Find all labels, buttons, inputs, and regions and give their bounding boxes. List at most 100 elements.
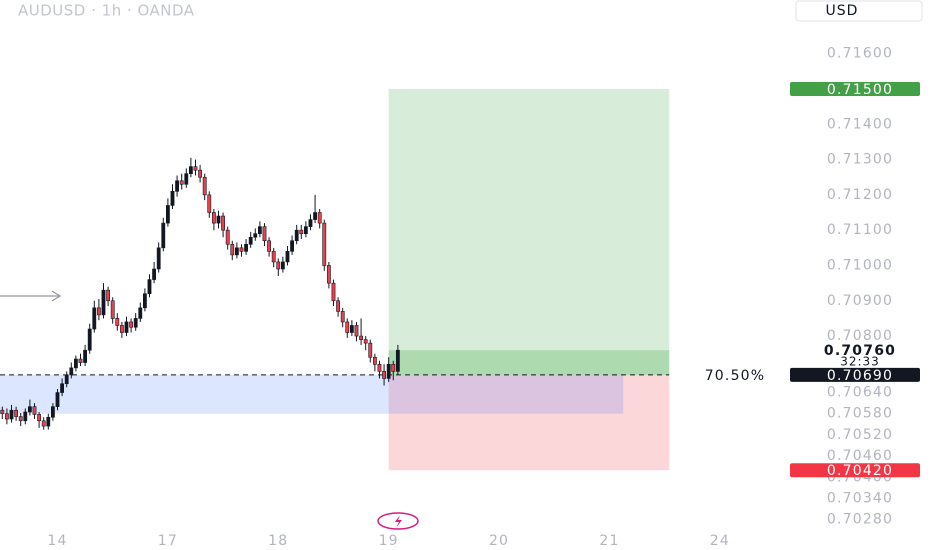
currency-button[interactable] [795, 0, 923, 22]
y-tick-label: 0.71600 [827, 46, 893, 62]
y-tick-label: 0.70460 [827, 448, 893, 464]
candle-body [225, 229, 230, 245]
candle-body [32, 406, 37, 415]
candle-body [106, 289, 110, 302]
progress-zone [388, 350, 670, 375]
candle-body [37, 414, 41, 422]
y-tick-label: 0.70800 [827, 328, 893, 344]
candle-body [271, 251, 276, 263]
candle-body [41, 420, 46, 427]
candle-body [83, 349, 87, 363]
candle-body [313, 212, 317, 220]
candle-body [221, 215, 225, 231]
x-tick-label: 21 [599, 533, 619, 549]
candle-body [175, 180, 179, 192]
candle-body [92, 307, 97, 330]
candle-body [230, 243, 235, 256]
candle-body [340, 311, 345, 323]
countdown: 32:33 [840, 355, 880, 369]
x-tick-label: 14 [47, 533, 67, 549]
y-tick-label: 0.71000 [827, 257, 893, 273]
demand-zone [0, 374, 624, 414]
candle-body [317, 212, 322, 224]
candle-body [377, 364, 382, 372]
candle-body [69, 367, 74, 376]
candle-body [0, 409, 5, 415]
y-tick-label: 0.70640 [827, 385, 893, 401]
entry-label-box [790, 367, 920, 382]
candle-body [9, 409, 14, 420]
zone-label: 70.50% [705, 368, 766, 384]
x-tick-label: 18 [268, 533, 288, 549]
candle-body [395, 349, 400, 372]
candle-body [188, 166, 193, 174]
candle-body [372, 356, 377, 365]
candle-body [299, 229, 304, 234]
candle-body [119, 325, 124, 333]
target-label: 0.71500 [827, 82, 893, 98]
candle-body [234, 247, 239, 256]
candle-body [60, 383, 64, 393]
y-tick-label: 0.70520 [827, 427, 893, 443]
candle-body [368, 342, 373, 358]
entry-label: 0.70690 [827, 368, 893, 384]
candle-body [386, 364, 391, 379]
y-tick-label: 0.70340 [827, 490, 893, 506]
y-tick-label: 0.71400 [827, 116, 893, 132]
y-tick-label: 0.70280 [827, 512, 893, 528]
x-tick-label: 20 [489, 533, 509, 549]
candle-body [262, 226, 267, 242]
lightning-icon[interactable] [377, 512, 419, 530]
y-tick-label: 0.71100 [827, 222, 893, 238]
candle-body [115, 318, 120, 326]
candle-body [303, 226, 308, 234]
target-zone [388, 88, 670, 375]
candle-body [193, 166, 198, 171]
candle-body [354, 325, 359, 337]
candle-body [326, 265, 331, 284]
currency[interactable]: USD [826, 3, 859, 19]
candle-body [267, 240, 271, 252]
candle-body [244, 243, 248, 252]
candle-body [96, 307, 101, 316]
candle-body [14, 409, 18, 417]
candle-body [64, 374, 69, 385]
y-tick-label: 0.70580 [827, 406, 893, 422]
candle-body [18, 416, 23, 422]
candle-body [285, 251, 290, 263]
candle-body [101, 289, 106, 316]
candle-body [207, 194, 212, 213]
stop-label: 0.70420 [827, 463, 893, 479]
candle-body [129, 321, 133, 328]
x-tick-label: 19 [379, 533, 399, 549]
candle-body [382, 371, 386, 379]
candle-body [142, 293, 147, 309]
candle-body [253, 233, 258, 238]
candle-body [280, 261, 285, 270]
candle-body [257, 226, 262, 234]
candle-body [184, 173, 189, 185]
candle-body [248, 236, 253, 245]
candle-body [322, 222, 327, 266]
candle-body [73, 358, 78, 369]
candle-body [290, 240, 294, 252]
candle-body [46, 416, 51, 427]
candle-body [133, 318, 138, 328]
candle-body [202, 176, 207, 196]
candle-body [147, 279, 152, 295]
y-tick-label: 0.71200 [827, 187, 893, 203]
y-tick-label: 0.71300 [827, 152, 893, 168]
candle-body [4, 413, 9, 420]
candle-body [276, 261, 281, 270]
candle-body [161, 222, 166, 249]
candle-body [331, 282, 336, 302]
candle-body [345, 321, 350, 333]
x-tick-label: 17 [158, 533, 178, 549]
candle-body [138, 307, 143, 319]
candle-body [170, 191, 175, 206]
candle-body [23, 411, 28, 422]
y-tick-label: 0.70900 [827, 293, 893, 309]
candle-body [391, 364, 396, 372]
last-price-label: 0.70760 [824, 343, 896, 359]
